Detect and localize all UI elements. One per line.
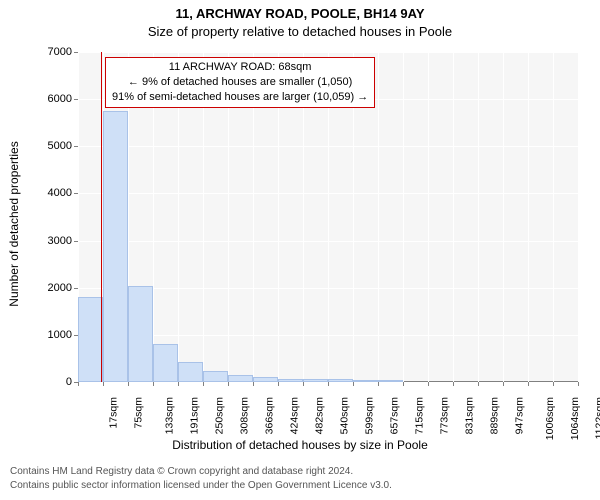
grid-line-v <box>428 52 429 382</box>
y-tick-mark <box>74 288 78 289</box>
x-tick-label: 482sqm <box>313 397 325 434</box>
y-tick-mark <box>74 193 78 194</box>
histogram-bar <box>328 379 353 382</box>
histogram-bar <box>103 111 128 382</box>
annotation-line: 91% of semi-detached houses are larger (… <box>112 90 368 105</box>
y-tick-mark <box>74 146 78 147</box>
histogram-bar <box>128 286 153 382</box>
x-tick-mark <box>303 382 304 386</box>
x-tick-label: 366sqm <box>263 397 275 434</box>
x-tick-label: 715sqm <box>413 397 425 434</box>
x-tick-mark <box>103 382 104 386</box>
x-tick-mark <box>178 382 179 386</box>
histogram-bar <box>178 362 203 382</box>
x-tick-mark <box>78 382 79 386</box>
y-axis-label: Number of detached properties <box>7 141 21 306</box>
x-tick-mark <box>328 382 329 386</box>
annotation-line: ← 9% of detached houses are smaller (1,0… <box>112 75 368 90</box>
x-tick-mark <box>553 382 554 386</box>
histogram-bar <box>353 380 378 382</box>
y-tick-label: 5000 <box>22 141 72 152</box>
x-tick-mark <box>153 382 154 386</box>
y-tick-label: 2000 <box>22 283 72 294</box>
x-tick-label: 1122sqm <box>593 397 600 439</box>
histogram-bar <box>78 297 103 382</box>
x-axis-label: Distribution of detached houses by size … <box>0 438 600 452</box>
x-tick-label: 308sqm <box>238 397 250 434</box>
histogram-bar <box>253 377 278 382</box>
x-tick-mark <box>253 382 254 386</box>
histogram-bar <box>278 379 303 382</box>
y-tick-label: 6000 <box>22 94 72 105</box>
x-tick-mark <box>128 382 129 386</box>
histogram-bar <box>378 380 403 382</box>
x-tick-mark <box>578 382 579 386</box>
x-tick-mark <box>203 382 204 386</box>
footer-copyright-2: Contains public sector information licen… <box>10 480 392 491</box>
grid-line-v <box>453 52 454 382</box>
x-tick-label: 17sqm <box>108 397 120 429</box>
annotation-box: 11 ARCHWAY ROAD: 68sqm← 9% of detached h… <box>105 57 375 108</box>
x-tick-mark <box>453 382 454 386</box>
grid-line-v <box>378 52 379 382</box>
x-tick-label: 250sqm <box>213 397 225 434</box>
x-tick-mark <box>528 382 529 386</box>
y-tick-mark <box>74 52 78 53</box>
x-tick-label: 133sqm <box>163 397 175 434</box>
y-tick-mark <box>74 241 78 242</box>
x-tick-mark <box>428 382 429 386</box>
chart-subtitle: Size of property relative to detached ho… <box>0 24 600 39</box>
histogram-bar <box>153 344 178 382</box>
x-tick-label: 424sqm <box>288 397 300 434</box>
chart-container: { "titles": { "line1": "11, ARCHWAY ROAD… <box>0 0 600 500</box>
y-tick-mark <box>74 99 78 100</box>
x-tick-mark <box>478 382 479 386</box>
x-tick-mark <box>403 382 404 386</box>
x-tick-label: 1006sqm <box>544 397 556 440</box>
histogram-bar <box>228 375 253 382</box>
x-tick-mark <box>378 382 379 386</box>
x-tick-label: 599sqm <box>363 397 375 434</box>
y-tick-label: 0 <box>22 377 72 388</box>
x-tick-label: 889sqm <box>488 397 500 434</box>
reference-line <box>101 52 102 382</box>
x-tick-mark <box>278 382 279 386</box>
annotation-line: 11 ARCHWAY ROAD: 68sqm <box>112 60 368 75</box>
chart-title-address: 11, ARCHWAY ROAD, POOLE, BH14 9AY <box>0 6 600 21</box>
x-tick-mark <box>503 382 504 386</box>
histogram-bar <box>203 371 228 382</box>
x-tick-label: 773sqm <box>438 397 450 434</box>
plot-area: 11 ARCHWAY ROAD: 68sqm← 9% of detached h… <box>78 52 578 382</box>
x-tick-label: 657sqm <box>388 397 400 434</box>
y-tick-label: 4000 <box>22 188 72 199</box>
x-tick-label: 831sqm <box>463 397 475 434</box>
footer-copyright-1: Contains HM Land Registry data © Crown c… <box>10 466 353 477</box>
y-tick-label: 3000 <box>22 236 72 247</box>
grid-line-v <box>528 52 529 382</box>
grid-line-v <box>503 52 504 382</box>
grid-line-v <box>478 52 479 382</box>
x-tick-label: 947sqm <box>513 397 525 434</box>
x-tick-mark <box>353 382 354 386</box>
x-tick-label: 1064sqm <box>569 397 581 440</box>
grid-line-v <box>578 52 579 382</box>
y-tick-mark <box>74 335 78 336</box>
grid-line-v <box>553 52 554 382</box>
x-tick-mark <box>228 382 229 386</box>
y-tick-label: 7000 <box>22 47 72 58</box>
histogram-bar <box>303 379 328 382</box>
x-tick-label: 540sqm <box>338 397 350 434</box>
grid-line-v <box>403 52 404 382</box>
x-tick-label: 191sqm <box>188 397 200 434</box>
y-tick-label: 1000 <box>22 330 72 341</box>
x-tick-label: 75sqm <box>133 397 145 429</box>
